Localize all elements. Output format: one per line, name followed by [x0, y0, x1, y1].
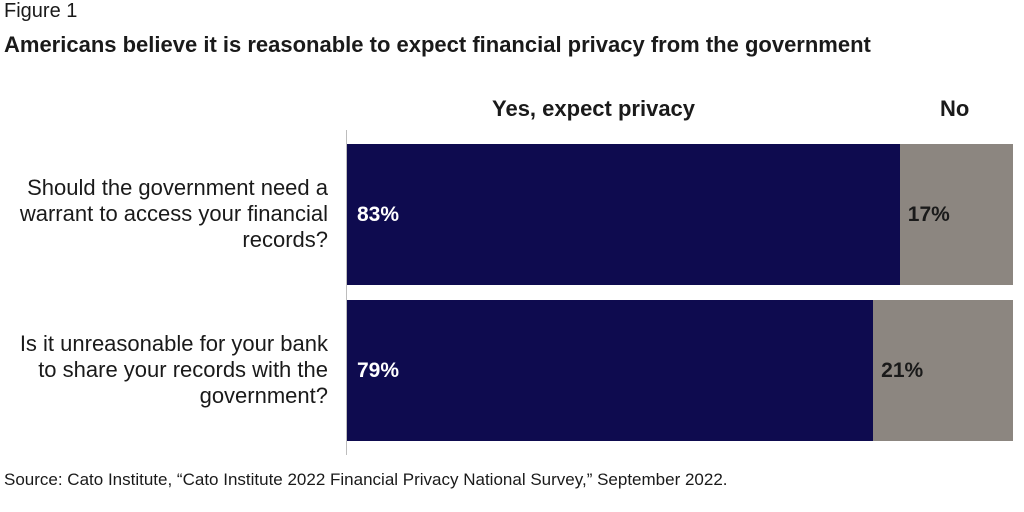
bar-yes-warrant: [347, 144, 900, 285]
bar-row-warrant: 17% 83%: [347, 144, 1013, 285]
category-axis-line: [346, 130, 347, 455]
legend-entry-yes: Yes, expect privacy: [492, 96, 696, 121]
source-note: Source: Cato Institute, “Cato Institute …: [4, 470, 728, 489]
data-label-no-warrant: 17%: [907, 202, 950, 226]
bar-no-bank-sharing: 21%: [873, 300, 1013, 441]
figure-label: Figure 1: [4, 0, 78, 22]
category-label-bank-sharing: Is it unreasonable for your bank to shar…: [19, 331, 328, 408]
data-label-no-bank-sharing: 21%: [881, 358, 924, 382]
bar-row-bank-sharing: 21% 79%: [347, 300, 1013, 441]
category-label-warrant: Should the government need a warrant to …: [19, 175, 328, 252]
bar-yes-bank-sharing: [347, 300, 874, 441]
data-label-yes-warrant: 83%: [357, 202, 400, 226]
chart-title: Americans believe it is reasonable to ex…: [4, 32, 871, 57]
data-label-yes-bank-sharing: 79%: [357, 358, 400, 382]
bar-no-warrant: 17%: [899, 144, 1013, 285]
legend-entry-no: No: [940, 96, 970, 121]
